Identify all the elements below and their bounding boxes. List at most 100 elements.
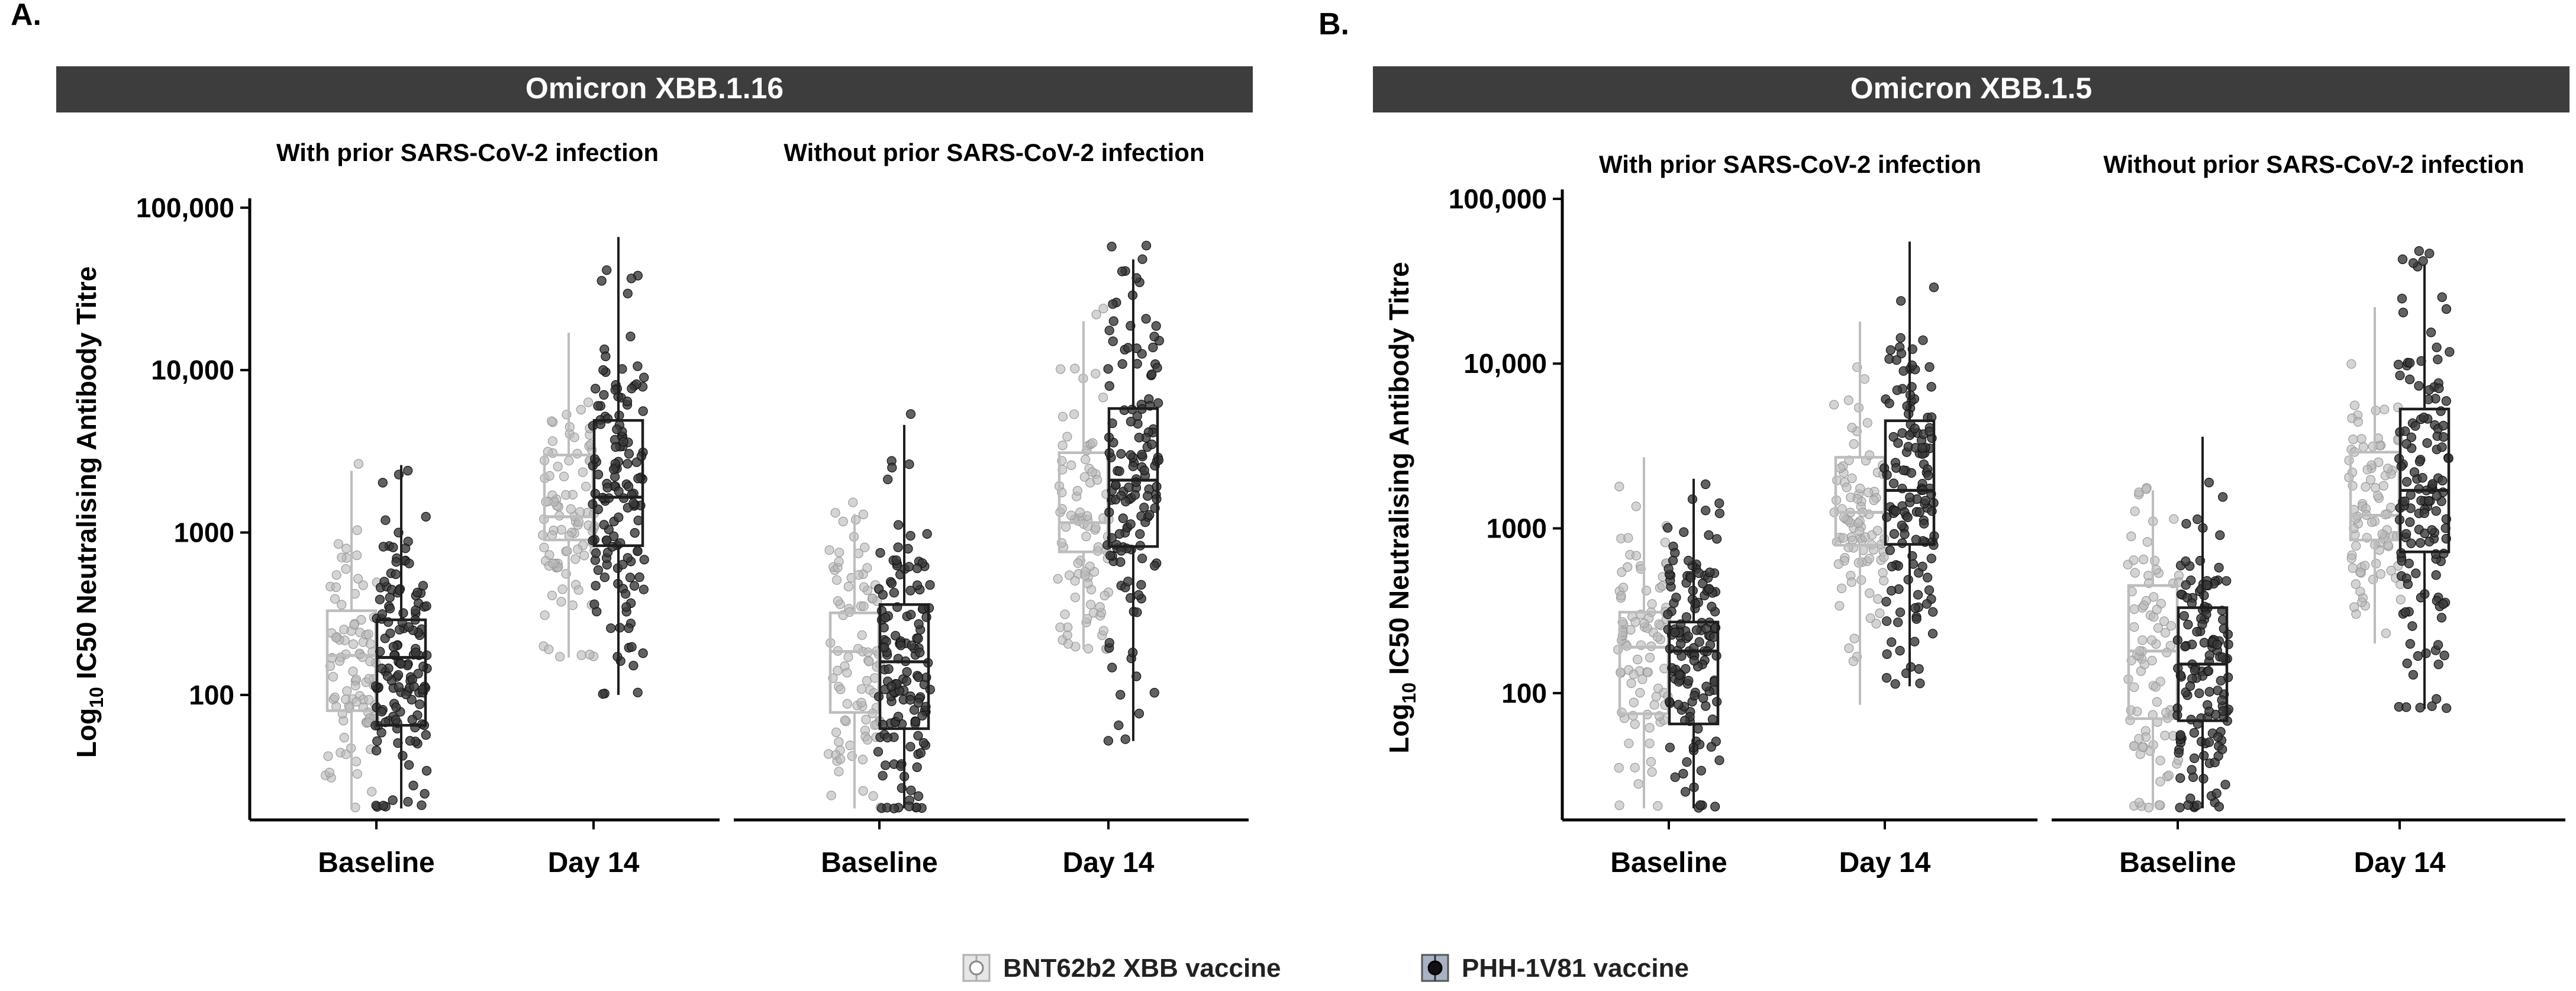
data-point	[2344, 455, 2354, 465]
data-point	[1062, 630, 1072, 641]
data-point	[826, 790, 836, 800]
data-point	[2402, 477, 2412, 487]
data-point	[1654, 619, 1664, 629]
data-point	[1660, 538, 1670, 548]
x-tick-label: Day 14	[1063, 847, 1155, 879]
data-point	[633, 546, 643, 556]
data-point	[1147, 439, 1157, 449]
data-point	[628, 661, 639, 671]
data-point	[415, 699, 425, 709]
legend-label: PHH-1V81 vaccine	[1462, 954, 1689, 983]
data-point	[606, 623, 616, 633]
data-point	[850, 514, 861, 525]
data-point	[873, 747, 884, 757]
data-point	[2130, 568, 2140, 578]
data-point	[1879, 575, 1889, 586]
data-point	[544, 644, 554, 654]
data-point	[1690, 691, 1700, 701]
chart-title: Omicron XBB.1.5	[1850, 72, 2092, 105]
data-point	[1117, 359, 1127, 369]
data-point	[1681, 612, 1691, 622]
data-point	[1681, 664, 1691, 674]
x-tick-label: Day 14	[2354, 847, 2446, 879]
data-point	[1083, 643, 1094, 654]
data-point	[1055, 622, 1065, 632]
data-point	[2406, 432, 2416, 442]
data-point	[2152, 697, 2162, 707]
data-point	[2404, 558, 2414, 568]
data-point	[913, 698, 924, 708]
data-point	[2169, 514, 2179, 524]
data-point	[598, 365, 608, 375]
y-axis-label-main: IC50 Neutralising Antibody Titre	[1384, 262, 1414, 683]
data-point	[2153, 623, 2163, 633]
data-point	[1105, 551, 1115, 561]
data-point	[2185, 793, 2195, 803]
data-point	[639, 555, 649, 565]
data-point	[391, 569, 401, 580]
data-point	[615, 623, 625, 633]
data-point	[564, 456, 574, 466]
data-point	[886, 681, 897, 691]
panel-b: B. Omicron XBB.1.5 Log10 IC50 Neutralising…	[1318, 7, 2569, 879]
data-point	[2214, 562, 2224, 573]
data-point	[1889, 529, 1899, 539]
data-point	[1847, 473, 1857, 484]
y-axis-label: Log10 IC50 Neutralising Antibody Titre	[1384, 262, 1420, 753]
data-point	[1123, 577, 1133, 587]
data-point	[2358, 442, 2368, 452]
data-point	[2179, 611, 2189, 621]
data-point	[421, 730, 431, 740]
data-point	[887, 462, 897, 473]
data-point	[2433, 355, 2443, 365]
data-point	[2408, 670, 2418, 680]
data-point	[2353, 417, 2363, 427]
data-point	[1081, 531, 1091, 542]
data-point	[591, 384, 601, 394]
data-point	[1110, 480, 1121, 490]
legend-label: BNT62b2 XBB vaccine	[1003, 954, 1281, 983]
data-point	[2346, 359, 2356, 369]
data-point	[1885, 345, 1895, 355]
data-point	[630, 527, 640, 538]
data-point	[1848, 656, 1858, 667]
data-point	[2427, 701, 2437, 712]
data-point	[1701, 701, 1711, 711]
data-point	[901, 676, 912, 686]
data-point	[1910, 603, 1920, 613]
data-point	[1073, 558, 1083, 568]
group-label: Without prior SARS-CoV-2 infection	[2103, 150, 2524, 178]
data-point	[2371, 558, 2381, 569]
data-point	[1887, 585, 1897, 596]
chart-title: Omicron XBB.1.16	[525, 72, 784, 105]
data-point	[857, 630, 867, 640]
data-point	[2437, 442, 2447, 452]
data-point	[905, 530, 915, 541]
data-point	[1896, 296, 1906, 306]
data-point	[2141, 484, 2151, 494]
data-point	[1092, 475, 1102, 485]
data-point	[861, 715, 871, 725]
data-point	[2134, 797, 2144, 807]
data-point	[576, 404, 586, 415]
data-point	[353, 574, 363, 584]
legend: BNT62b2 XBB vaccine PHH-1V81 vaccine	[962, 954, 1689, 983]
data-point	[1137, 254, 1147, 264]
data-point	[1923, 470, 1933, 481]
data-point	[2375, 569, 2385, 579]
data-point	[639, 372, 649, 382]
data-point	[1928, 607, 1938, 617]
data-point	[328, 672, 338, 682]
data-point	[544, 471, 554, 481]
data-point	[2425, 536, 2435, 547]
data-point	[830, 508, 840, 518]
data-point	[589, 599, 599, 609]
data-point	[1865, 588, 1875, 599]
data-point	[579, 551, 589, 561]
data-point	[836, 754, 846, 764]
data-point	[1108, 336, 1118, 346]
data-point	[2409, 467, 2420, 477]
data-point	[1682, 757, 1692, 767]
data-point	[1069, 409, 1079, 419]
data-point	[2181, 580, 2191, 590]
